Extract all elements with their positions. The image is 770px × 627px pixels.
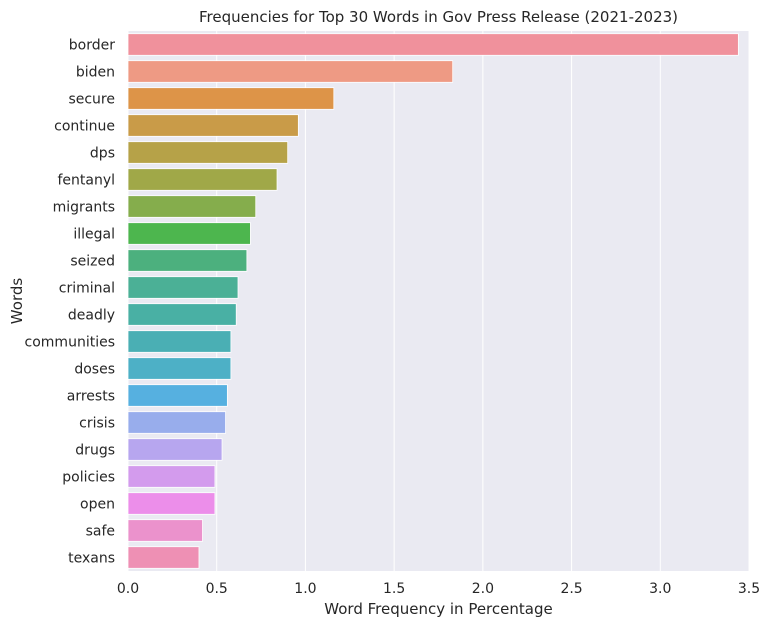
y-tick-label: dps xyxy=(90,146,115,162)
bar-drugs xyxy=(127,438,223,461)
y-tick-label: deadly xyxy=(68,308,115,324)
bar-migrants xyxy=(127,195,257,218)
bar-seized xyxy=(127,249,248,272)
y-tick-label: seized xyxy=(70,254,115,270)
y-tick-label: secure xyxy=(68,92,115,108)
y-tick-label: open xyxy=(80,497,115,513)
bar-illegal xyxy=(127,222,251,245)
x-tick-label: 0.0 xyxy=(117,581,139,597)
y-tick-label: fentanyl xyxy=(57,173,115,189)
y-tick-label: policies xyxy=(62,470,115,486)
bar-safe xyxy=(127,519,203,542)
y-tick-label: crisis xyxy=(79,416,115,432)
bar-deadly xyxy=(127,303,237,326)
bar-communities xyxy=(127,330,232,353)
x-tick-label: 3.5 xyxy=(738,581,760,597)
bar-crisis xyxy=(127,411,226,434)
y-tick-label: communities xyxy=(25,335,115,351)
y-tick-label: drugs xyxy=(75,443,115,459)
x-tick-label: 2.5 xyxy=(560,581,582,597)
bar-criminal xyxy=(127,276,239,299)
y-tick-label: doses xyxy=(74,362,115,378)
y-tick-label: biden xyxy=(76,65,115,81)
bar-arrests xyxy=(127,384,228,407)
y-axis-title: Words xyxy=(8,278,26,325)
y-tick-label: safe xyxy=(86,524,115,540)
y-tick-label: border xyxy=(69,38,115,54)
y-tick-labels: border biden secure continue dps fentanyl migr… xyxy=(25,38,116,567)
bar-open xyxy=(127,492,216,515)
x-axis-title: Word Frequency in Percentage xyxy=(324,600,552,618)
y-tick-label: migrants xyxy=(53,200,115,216)
bars xyxy=(127,33,739,569)
bar-secure xyxy=(127,87,335,110)
x-tick-labels: 0.0 0.5 1.0 1.5 2.0 2.5 3.0 3.5 xyxy=(117,581,760,597)
x-tick-label: 0.5 xyxy=(206,581,228,597)
y-tick-label: continue xyxy=(54,119,115,135)
chart-title: Frequencies for Top 30 Words in Gov Pres… xyxy=(199,8,678,26)
bar-policies xyxy=(127,465,216,488)
x-tick-label: 3.0 xyxy=(649,581,671,597)
plot-area xyxy=(128,31,749,571)
bar-continue xyxy=(127,114,299,137)
x-tick-label: 1.0 xyxy=(294,581,316,597)
bar-doses xyxy=(127,357,232,380)
x-tick-label: 1.5 xyxy=(383,581,405,597)
bar-fentanyl xyxy=(127,168,278,191)
bar-dps xyxy=(127,141,289,164)
bar-biden xyxy=(127,60,454,83)
x-tick-label: 2.0 xyxy=(472,581,494,597)
y-tick-label: illegal xyxy=(73,227,115,243)
bar-border xyxy=(127,33,739,56)
y-tick-label: texans xyxy=(68,551,115,567)
y-tick-label: arrests xyxy=(67,389,115,405)
bar-texans xyxy=(127,546,200,569)
y-tick-label: criminal xyxy=(59,281,115,297)
